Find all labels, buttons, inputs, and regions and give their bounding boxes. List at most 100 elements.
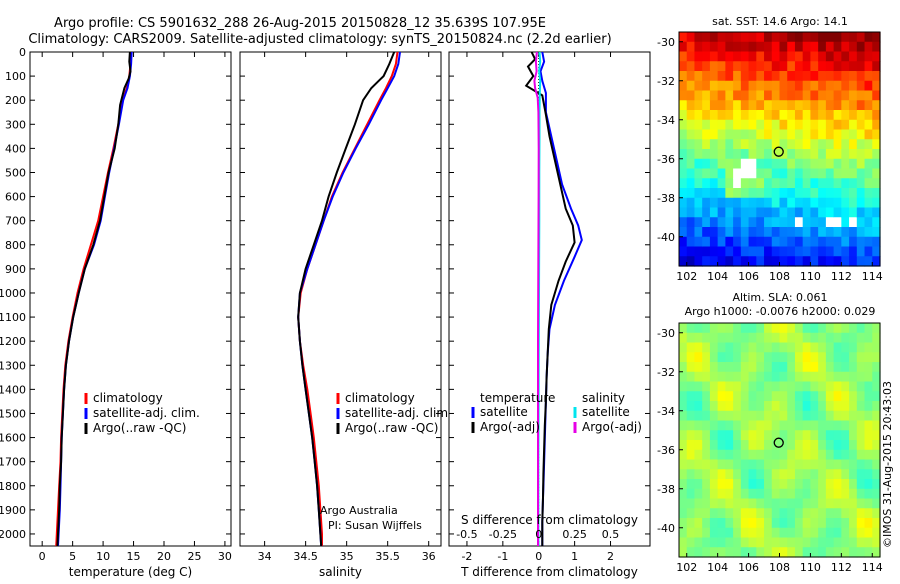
map-cell <box>872 217 881 228</box>
map-cell <box>849 479 858 490</box>
map-cell <box>771 332 781 344</box>
map-cell <box>802 332 812 344</box>
map-cell <box>872 527 881 539</box>
map-cell <box>748 41 757 53</box>
map-cell <box>740 498 750 509</box>
map-cell <box>864 469 873 480</box>
map-cell <box>733 168 742 179</box>
map-cell <box>702 129 711 140</box>
map-cell <box>709 119 719 131</box>
map-cell <box>702 332 711 344</box>
map-cell <box>748 90 757 101</box>
map-cell <box>694 149 703 160</box>
map-cell <box>841 110 850 121</box>
map-cell <box>864 256 873 267</box>
map-cell <box>787 391 796 402</box>
map-cell <box>694 537 703 548</box>
map-cell <box>725 149 734 160</box>
map-cell <box>709 391 719 402</box>
map-y-tick-label: -40 <box>657 522 675 535</box>
map-cell <box>802 168 812 179</box>
map-cell <box>725 518 734 529</box>
map-cell <box>717 227 726 238</box>
map-cell <box>740 518 750 529</box>
map-cell <box>725 178 734 189</box>
map-cell <box>810 178 819 189</box>
map-cell <box>771 32 781 43</box>
map-cell <box>709 537 719 548</box>
title-line-1: Argo profile: CS 5901632_288 26-Aug-2015… <box>54 16 546 31</box>
map-cell <box>856 508 866 519</box>
map-cell <box>872 207 881 218</box>
map-cell <box>764 207 773 218</box>
map-cell <box>725 401 734 412</box>
map-cell <box>856 149 866 160</box>
map-cell <box>771 401 781 412</box>
map-cell <box>764 80 773 92</box>
map-cell <box>818 236 827 248</box>
map-cell <box>748 168 757 179</box>
map-cell <box>756 342 765 353</box>
map-cell <box>725 440 734 451</box>
map-cell <box>779 342 788 353</box>
map-cell <box>756 479 765 490</box>
map-cell <box>872 149 881 160</box>
map-cell <box>748 236 757 248</box>
map-cell <box>841 342 850 353</box>
map-cell <box>810 168 819 179</box>
map-cell <box>764 119 773 131</box>
argo-location-marker <box>773 437 784 448</box>
map-cell <box>733 110 742 121</box>
map-cell <box>709 518 719 529</box>
map-cell <box>748 323 757 334</box>
s-axis-label: S difference from climatology <box>461 513 638 527</box>
map-cell <box>849 362 858 373</box>
map-cell <box>709 479 719 490</box>
map-cell <box>810 518 819 529</box>
map-cell <box>748 440 757 451</box>
map-cell <box>717 217 726 228</box>
map-cell <box>779 391 788 402</box>
map-cell <box>748 32 757 43</box>
map-cell <box>818 178 827 189</box>
map-cell <box>717 391 726 402</box>
map-cell <box>748 469 757 480</box>
map-cell <box>686 61 696 72</box>
map-cell <box>818 256 827 267</box>
map-cell <box>771 100 781 111</box>
map-y-tick-label: -40 <box>657 231 675 244</box>
map-cell <box>717 527 726 539</box>
map-cell <box>849 332 858 344</box>
map-cell <box>717 381 726 392</box>
map-cell <box>864 129 873 140</box>
map-cell <box>856 518 866 529</box>
map-cell <box>864 158 873 170</box>
map-cell <box>825 371 835 383</box>
map-cell <box>694 110 703 121</box>
map-cell <box>849 401 858 412</box>
map-cell <box>872 459 881 470</box>
map-cell <box>709 459 719 470</box>
map-cell <box>849 90 858 101</box>
map-cell <box>702 410 711 422</box>
map-cell <box>686 168 696 179</box>
map-cell <box>771 547 781 558</box>
map-cell <box>771 371 781 383</box>
map-x-tick-label: 104 <box>707 561 728 574</box>
map-cell <box>686 518 696 529</box>
map-cell <box>825 41 835 53</box>
map-cell <box>864 61 873 72</box>
map-cell <box>833 217 842 228</box>
map-cell <box>787 381 796 392</box>
map-cell <box>771 362 781 373</box>
map-cell <box>717 449 726 461</box>
map-cell <box>709 256 719 267</box>
s-tick-label: -0.25 <box>489 528 517 541</box>
map-cell <box>748 508 757 519</box>
map-cell <box>709 80 719 92</box>
map-cell <box>810 479 819 490</box>
map-cell <box>818 518 827 529</box>
map-cell <box>725 61 734 72</box>
map-cell <box>841 323 850 334</box>
y-tick-label: 1100 <box>0 311 26 324</box>
